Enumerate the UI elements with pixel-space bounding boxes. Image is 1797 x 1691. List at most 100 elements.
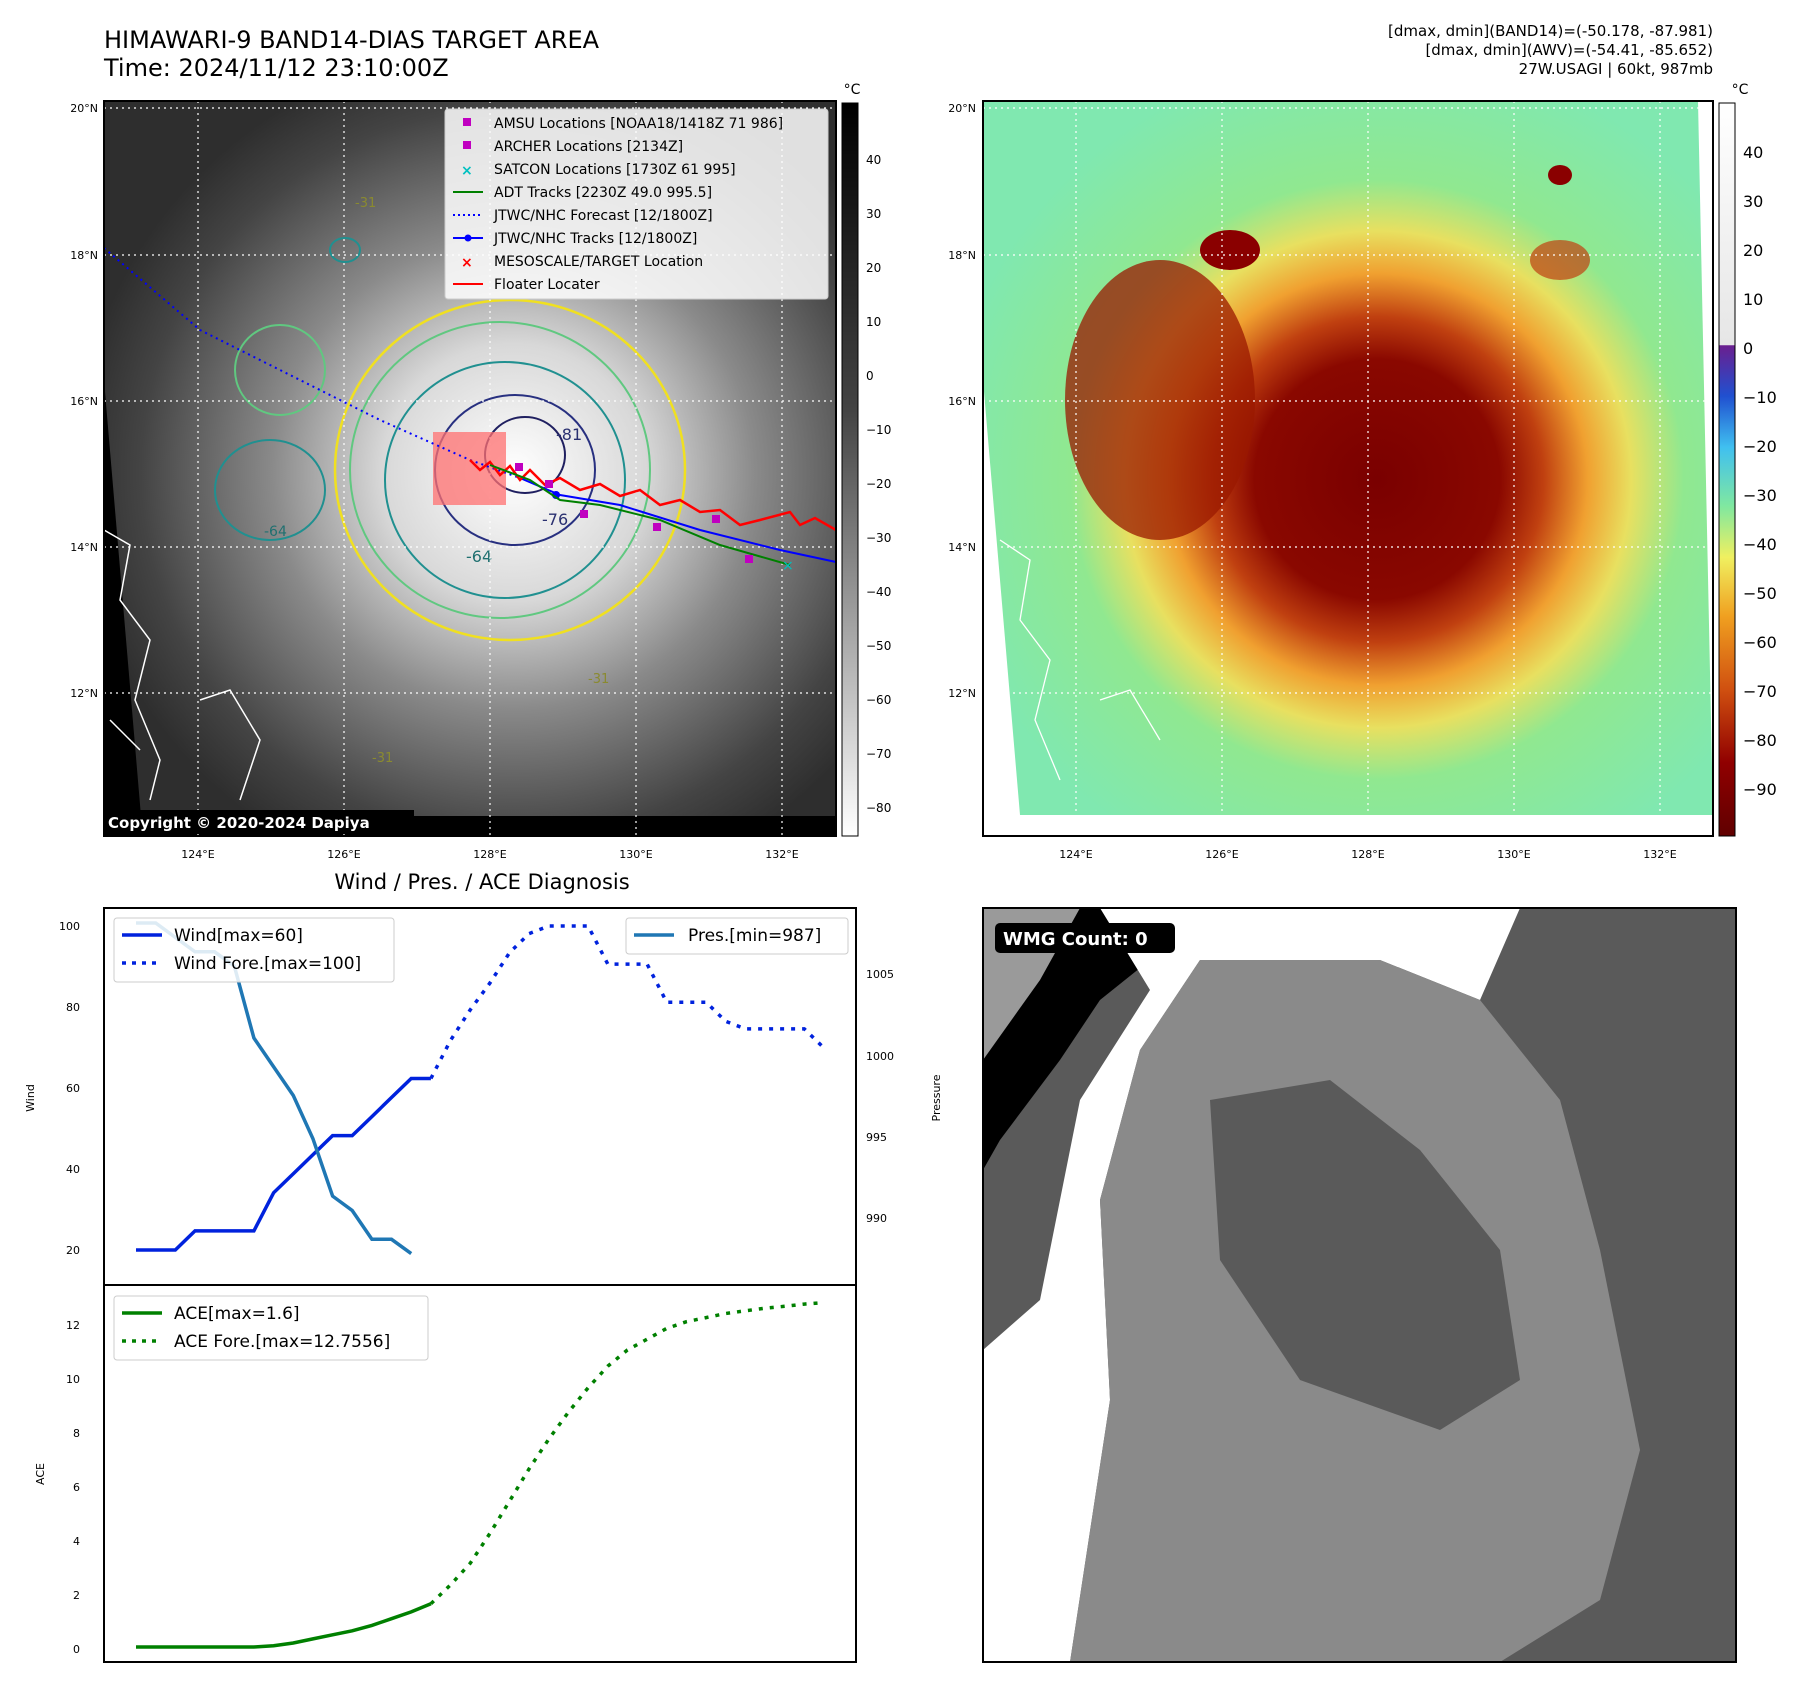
ir-lat-labels: 20°N 18°N 16°N 14°N 12°N xyxy=(70,102,98,700)
ir-cb-m50: −50 xyxy=(866,639,891,653)
satcon-marker: × xyxy=(782,558,794,574)
wind-legend xyxy=(113,917,395,983)
contour-northwest xyxy=(234,324,326,416)
contour-64 xyxy=(384,361,626,599)
awv-coastline xyxy=(999,539,1161,781)
legend-floater: Floater Locater xyxy=(494,277,600,293)
contour-west-band xyxy=(214,439,326,541)
awv-cb-0: 0 xyxy=(1743,339,1753,358)
legend-archer-marker xyxy=(463,141,471,149)
title-satellite: HIMAWARI-9 BAND14-DIAS TARGET AREA xyxy=(104,26,600,54)
awv-cb-m90: −90 xyxy=(1743,780,1777,799)
legend-target-marker: × xyxy=(461,255,473,271)
info-awv: [dmax, dmin](AWV)=(-54.41, -85.652) xyxy=(1425,41,1713,59)
ace-panel: ACE 12 10 8 6 4 2 0 ACE[max=1.6] ACE For… xyxy=(34,1284,857,1663)
awv-lat-20: 20°N xyxy=(948,102,976,115)
legend-satcon-marker: × xyxy=(461,163,473,179)
copyright-bg xyxy=(104,810,414,834)
ir-lat-16: 16°N xyxy=(70,395,98,408)
awv-lon-labels: 124°E 126°E 128°E 130°E 132°E xyxy=(1059,848,1676,861)
series-wind-fore-max-100- xyxy=(429,924,826,1080)
title-time: Time: 2024/11/12 23:10:00Z xyxy=(104,54,449,82)
awv-colorbar-unit: °C xyxy=(1732,82,1749,98)
ir-lon-126: 126°E xyxy=(327,848,360,861)
pressure-ylabel: Pressure xyxy=(930,1074,943,1121)
pres-tick-995: 995 xyxy=(866,1131,887,1144)
awv-cb-m30: −30 xyxy=(1743,486,1777,505)
awv-cb-20: 20 xyxy=(1743,241,1763,260)
ir-colorbar xyxy=(841,102,859,837)
awv-lon-124: 124°E xyxy=(1059,848,1092,861)
wmg-dark-core xyxy=(1210,1080,1520,1430)
ir-cb-30: 30 xyxy=(866,207,881,221)
awv-colorbar-ticks: 40 30 20 10 0 −10 −20 −30 −40 −50 −60 −7… xyxy=(1743,143,1777,799)
adt-track xyxy=(489,464,791,566)
awv-cb-m50: −50 xyxy=(1743,584,1777,603)
ace-tick-10: 10 xyxy=(66,1373,80,1386)
ace-tick-4: 4 xyxy=(73,1535,80,1548)
awv-cb-m70: −70 xyxy=(1743,682,1777,701)
legend-wind-fore: Wind Fore.[max=100] xyxy=(174,954,361,974)
wmg-panel: WMG Count: 0 xyxy=(982,907,1737,1663)
ace-tick-6: 6 xyxy=(73,1481,80,1494)
ir-colorbar-unit: °C xyxy=(844,82,861,98)
ace-ylabel: ACE xyxy=(34,1463,47,1485)
awv-colorbar xyxy=(1718,102,1736,837)
pres-ticks: 1005 1000 995 990 xyxy=(866,968,894,1225)
ace-ticks: 12 10 8 6 4 2 0 xyxy=(66,1319,80,1656)
awv-cb-m20: −20 xyxy=(1743,437,1777,456)
copyright-text: Copyright © 2020-2024 Dapiya xyxy=(108,814,370,832)
awv-cb-m40: −40 xyxy=(1743,535,1777,554)
ir-lat-12: 12°N xyxy=(70,687,98,700)
contour-label-81: -81 xyxy=(556,425,582,444)
legend-wind: Wind[max=60] xyxy=(174,926,303,946)
ir-map-frame xyxy=(103,100,837,837)
ir-cb-20: 20 xyxy=(866,261,881,275)
awv-cb-m60: −60 xyxy=(1743,633,1777,652)
pres-tick-1005: 1005 xyxy=(866,968,894,981)
series-ace-max-1-6- xyxy=(136,1602,432,1649)
series-ace-fore-max-12-7556- xyxy=(429,1300,825,1606)
ir-lat-20: 20°N xyxy=(70,102,98,115)
coastline xyxy=(103,529,261,801)
ace-tick-8: 8 xyxy=(73,1427,80,1440)
ir-lon-132: 132°E xyxy=(765,848,798,861)
ace-tick-2: 2 xyxy=(73,1589,80,1602)
awv-cb-m10: −10 xyxy=(1743,388,1777,407)
ir-cb-m30: −30 xyxy=(866,531,891,545)
ir-cb-m10: −10 xyxy=(866,423,891,437)
ace-series-group xyxy=(136,1300,825,1649)
contour-51 xyxy=(349,321,651,619)
legend-amsu: AMSU Locations [NOAA18/1418Z 71 986] xyxy=(494,116,783,132)
awv-lon-126: 126°E xyxy=(1205,848,1238,861)
legend-archer: ARCHER Locations [2134Z] xyxy=(494,139,683,155)
awv-cb-40: 40 xyxy=(1743,143,1763,162)
wmg-count-label: WMG Count: 0 xyxy=(1003,929,1148,950)
ir-cb-m60: −60 xyxy=(866,693,891,707)
legend-track: JTWC/NHC Tracks [12/1800Z] xyxy=(493,231,697,247)
pres-tick-990: 990 xyxy=(866,1212,887,1225)
legend-forecast: JTWC/NHC Forecast [12/1800Z] xyxy=(493,208,713,224)
wind-tick-100: 100 xyxy=(59,920,80,933)
ir-lon-124: 124°E xyxy=(181,848,214,861)
awv-lon-132: 132°E xyxy=(1643,848,1676,861)
contour-label-31b: -31 xyxy=(588,672,609,687)
amsu-archer-markers xyxy=(515,463,753,563)
legend-satcon: SATCON Locations [1730Z 61 995] xyxy=(494,162,736,178)
series-wind-max-60- xyxy=(136,1076,431,1252)
ir-lon-labels: 124°E 126°E 128°E 130°E 132°E xyxy=(181,848,798,861)
legend-pres: Pres.[min=987] xyxy=(688,926,821,946)
contour-label-76: -76 xyxy=(542,510,568,529)
awv-lat-18: 18°N xyxy=(948,249,976,262)
awv-map-frame xyxy=(982,100,1714,837)
ir-lon-128: 128°E xyxy=(473,848,506,861)
wind-tick-60: 60 xyxy=(66,1082,80,1095)
ir-cb-40: 40 xyxy=(866,153,881,167)
pres-tick-1000: 1000 xyxy=(866,1050,894,1063)
pres-legend xyxy=(625,917,849,955)
awv-lat-labels: 20°N 18°N 16°N 14°N 12°N xyxy=(948,102,976,700)
legend-adt: ADT Tracks [2230Z 49.0 995.5] xyxy=(494,185,712,201)
figure-title: HIMAWARI-9 BAND14-DIAS TARGET AREA Time:… xyxy=(104,26,599,82)
awv-cb-30: 30 xyxy=(1743,192,1763,211)
